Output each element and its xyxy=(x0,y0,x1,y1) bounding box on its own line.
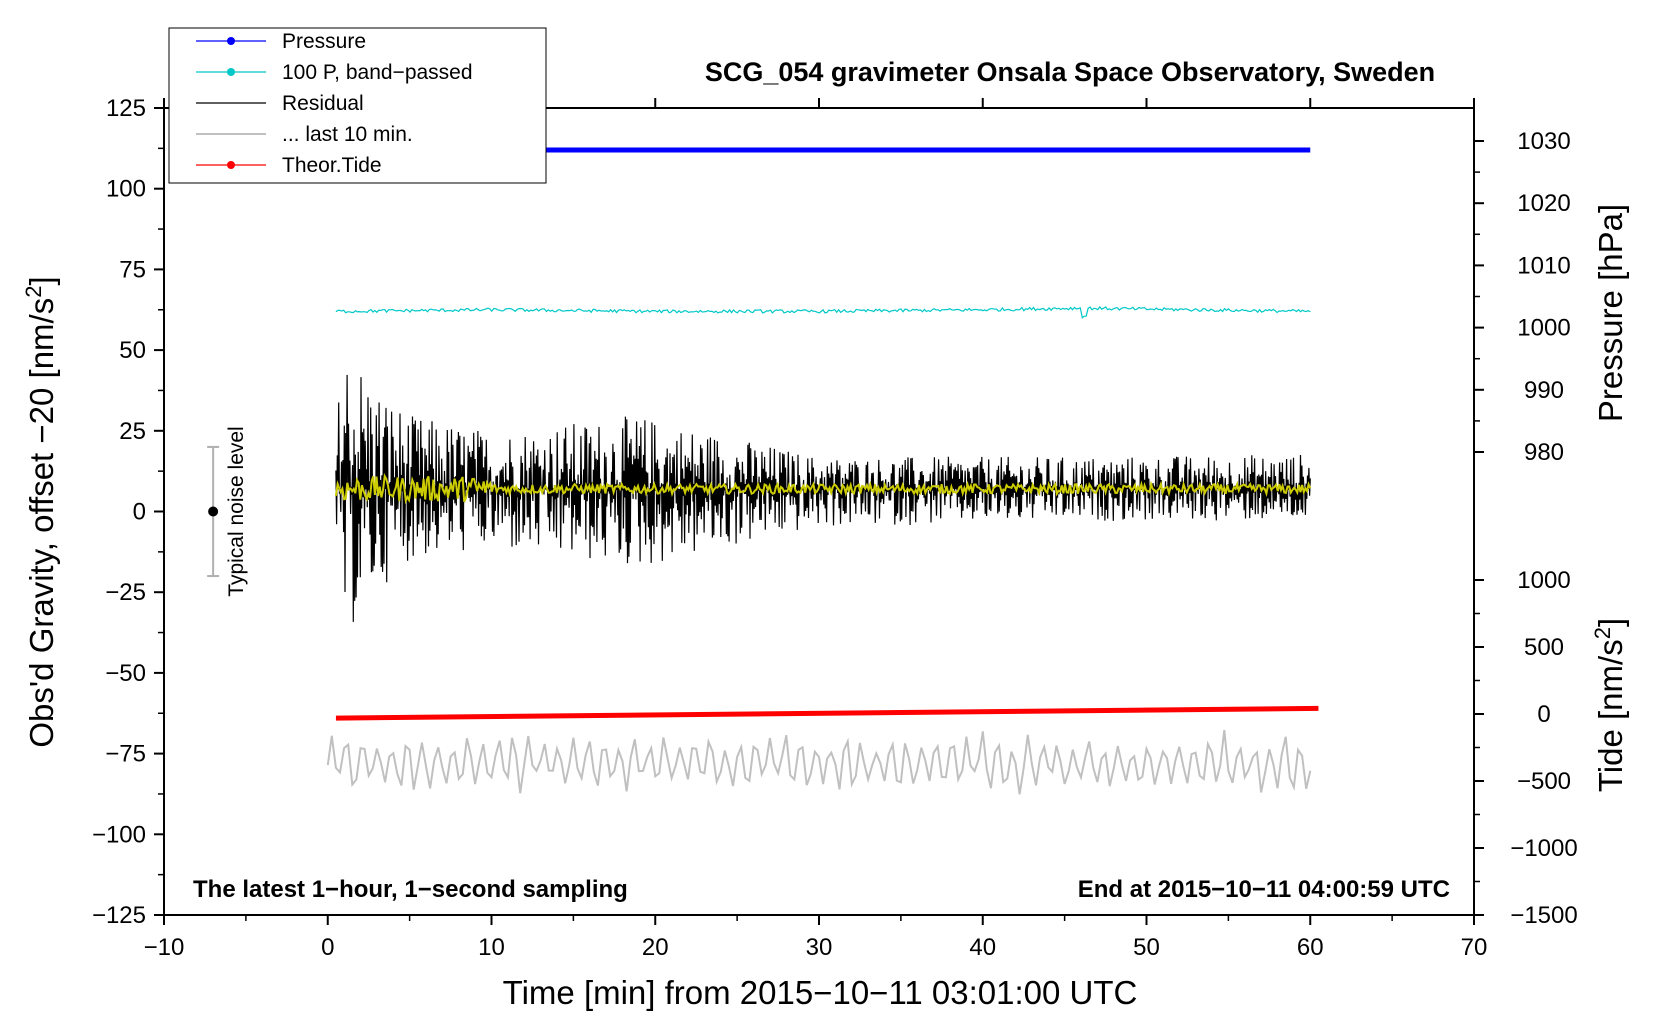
series-last-10-min xyxy=(326,729,1312,795)
tide-tick-label: 500 xyxy=(1524,634,1564,661)
series-layer xyxy=(326,147,1319,795)
chart-title: SCG_054 gravimeter Onsala Space Observat… xyxy=(705,57,1435,87)
y-tick-label: 25 xyxy=(119,418,146,445)
y-axis-title-tide-sup: 2 xyxy=(1590,627,1615,639)
series-theor-tide xyxy=(335,705,1319,721)
tide-tick-label: −1500 xyxy=(1510,902,1577,929)
y-axis-title-left-text: Obs'd Gravity, offset −20 [nm/s xyxy=(23,298,60,748)
y-axis-title-pressure: Pressure [hPa] xyxy=(1592,204,1629,422)
pressure-tick-label: 1000 xyxy=(1517,315,1570,342)
y-axis-title-left-end: ] xyxy=(23,276,60,285)
series-smoothed xyxy=(334,472,1312,505)
y-tick-label: −125 xyxy=(92,902,146,929)
noise-indicator: Typical noise level xyxy=(207,426,248,597)
x-tick-label: 60 xyxy=(1297,934,1324,961)
y-tick-label: −50 xyxy=(105,660,146,687)
noise-label: Typical noise level xyxy=(225,426,248,596)
pressure-tick-label: 990 xyxy=(1524,377,1564,404)
y-axis-left: 125 100 75 50 25 0 −25 −50 −75 −100 −125 xyxy=(92,95,164,929)
y-tick-label: 75 xyxy=(119,256,146,283)
y-tick-label: −100 xyxy=(92,821,146,848)
tide-tick-label: −500 xyxy=(1517,768,1571,795)
legend-box xyxy=(168,27,547,184)
pressure-axis: 1030 1020 1010 1000 990 980 xyxy=(1474,128,1571,466)
y-axis-title-tide-end: ] xyxy=(1592,618,1629,627)
legend-marker xyxy=(227,37,235,45)
series-band-passed xyxy=(335,305,1311,319)
y-tick-label: 50 xyxy=(119,337,146,364)
legend-label: Residual xyxy=(282,92,364,115)
legend-marker xyxy=(227,161,235,169)
pressure-tick-label: 1020 xyxy=(1517,190,1570,217)
x-tick-label: 0 xyxy=(321,934,334,961)
x-axis-title: Time [min] from 2015−10−11 03:01:00 UTC xyxy=(503,974,1138,1011)
series-residual xyxy=(335,374,1311,622)
note-right: End at 2015−10−11 04:00:59 UTC xyxy=(1078,876,1450,903)
y-axis-title-left: Obs'd Gravity, offset −20 [nm/s2] xyxy=(21,276,60,747)
legend-items: Pressure 100 P, band−passed Residual ... la… xyxy=(196,30,473,177)
x-tick-label: −10 xyxy=(144,934,185,961)
tide-axis: 1000 500 0 −500 −1000 −1500 xyxy=(1474,567,1578,929)
x-tick-label: 10 xyxy=(478,934,505,961)
y-axis-title-tide-text: Tide [nm/s xyxy=(1592,639,1629,792)
x-tick-label: 50 xyxy=(1133,934,1160,961)
y-tick-label: −75 xyxy=(105,741,146,768)
tide-tick-label: 0 xyxy=(1537,701,1550,728)
pressure-tick-label: 980 xyxy=(1524,439,1564,466)
legend: Pressure 100 P, band−passed Residual ... la… xyxy=(168,27,547,184)
note-left: The latest 1−hour, 1−second sampling xyxy=(193,876,628,903)
tide-tick-label: −1000 xyxy=(1510,835,1577,862)
legend-label: ... last 10 min. xyxy=(282,123,413,146)
legend-label: 100 P, band−passed xyxy=(282,61,473,84)
y-axis-title-left-sup: 2 xyxy=(21,286,46,298)
x-axis: −10 0 10 20 30 40 50 60 70 xyxy=(144,98,1488,961)
y-tick-label: 100 xyxy=(106,176,146,203)
pressure-tick-label: 1010 xyxy=(1517,252,1570,279)
y-axis-title-tide: Tide [nm/s2] xyxy=(1590,618,1629,792)
y-tick-label: 125 xyxy=(106,95,146,122)
x-tick-label: 30 xyxy=(806,934,833,961)
noise-dot xyxy=(208,506,219,517)
legend-label: Pressure xyxy=(282,30,366,53)
x-tick-label: 70 xyxy=(1461,934,1488,961)
pressure-tick-label: 1030 xyxy=(1517,128,1570,155)
x-tick-label: 20 xyxy=(642,934,669,961)
tide-tick-label: 1000 xyxy=(1517,567,1570,594)
x-tick-label: 40 xyxy=(969,934,996,961)
legend-label: Theor.Tide xyxy=(282,154,382,177)
y-tick-label: −25 xyxy=(105,579,146,606)
legend-marker xyxy=(227,68,235,76)
y-tick-label: 0 xyxy=(133,499,146,526)
